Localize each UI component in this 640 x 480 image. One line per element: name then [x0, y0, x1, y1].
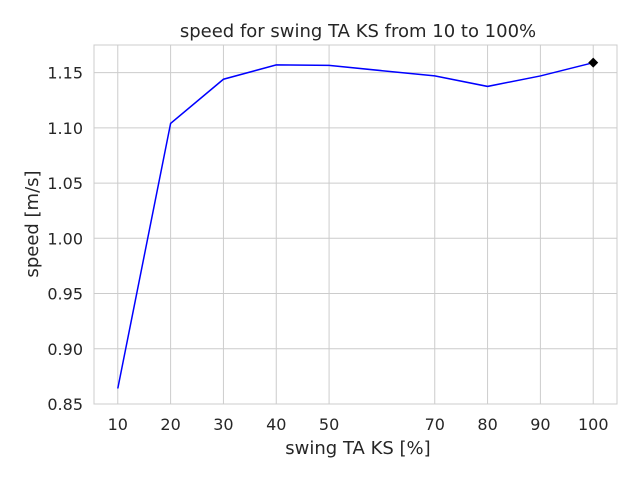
x-axis-label: swing TA KS [%] — [285, 438, 430, 459]
y-tick-label: 1.00 — [47, 229, 83, 248]
x-tick-label: 100 — [578, 415, 609, 434]
y-tick-label: 1.05 — [47, 174, 83, 193]
x-tick-label: 10 — [108, 415, 128, 434]
y-tick-label: 1.10 — [47, 119, 83, 138]
series-layer — [117, 57, 599, 389]
chart-title: speed for swing TA KS from 10 to 100% — [180, 21, 536, 42]
x-tick-label: 40 — [266, 415, 286, 434]
x-tick-labels: 10 20 30 40 50 70 80 90 100 — [108, 415, 609, 434]
y-tick-label: 1.15 — [47, 64, 83, 83]
x-tick-label: 50 — [319, 415, 339, 434]
x-tick-label: 20 — [160, 415, 180, 434]
x-tick-label: 80 — [477, 415, 497, 434]
y-tick-labels: 0.85 0.90 0.95 1.00 1.05 1.10 1.15 — [47, 64, 83, 414]
y-axis-label: speed [m/s] — [22, 170, 43, 277]
plot-frame — [93, 44, 618, 405]
grid-lines — [94, 45, 617, 405]
highlight-marker — [588, 57, 599, 68]
y-tick-label: 0.95 — [47, 285, 83, 304]
x-tick-label: 30 — [213, 415, 233, 434]
y-tick-label: 0.90 — [47, 340, 83, 359]
x-tick-label: 90 — [530, 415, 550, 434]
y-tick-label: 0.85 — [47, 395, 83, 414]
series-line — [117, 61, 594, 389]
x-tick-label: 70 — [425, 415, 445, 434]
